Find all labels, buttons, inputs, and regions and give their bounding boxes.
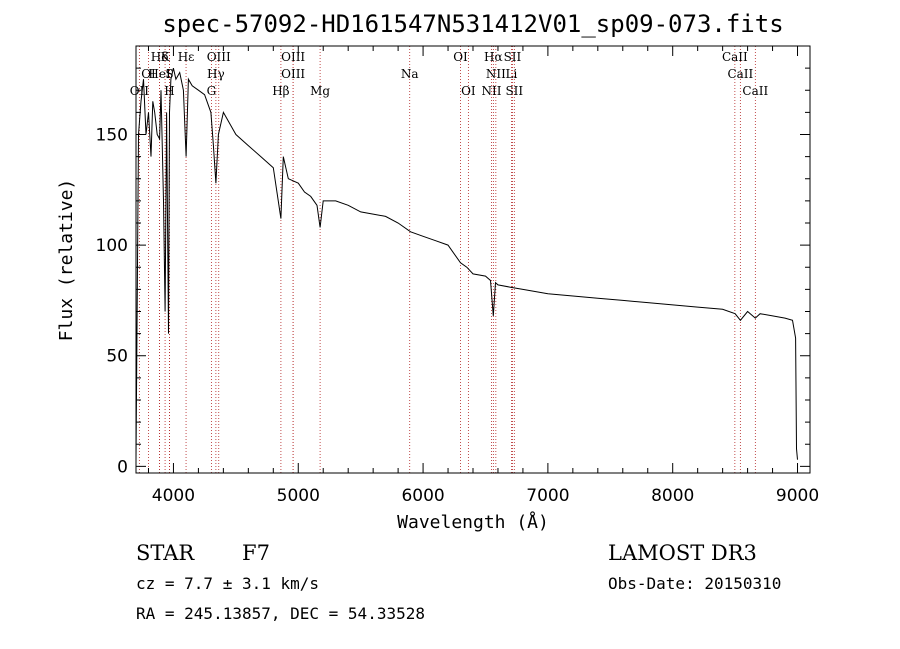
line-label: NII	[486, 67, 506, 81]
line-label: SII	[505, 84, 523, 98]
spectral-subclass: F7	[242, 541, 270, 565]
line-label: Hε	[178, 50, 195, 64]
y-tick-label: 50	[106, 347, 128, 367]
chart-title: spec-57092-HD161547N531412V01_sp09-073.f…	[162, 10, 783, 38]
line-label: OIII	[207, 50, 231, 64]
y-tick-label: 0	[117, 457, 128, 477]
line-label: OIII	[281, 67, 305, 81]
line-label: NII	[481, 84, 501, 98]
line-label: CaII	[722, 50, 748, 64]
line-label: SII	[504, 50, 522, 64]
line-label: OI	[461, 84, 476, 98]
x-tick-label: 7000	[526, 486, 569, 506]
x-tick-label: 4000	[152, 486, 195, 506]
line-label: OI	[141, 67, 156, 81]
line-label: K	[161, 50, 171, 64]
line-label: G	[207, 84, 217, 98]
x-tick-label: 8000	[651, 486, 694, 506]
line-label: CaII	[727, 67, 753, 81]
line-label: Hα	[484, 50, 503, 64]
coordinates-text: RA = 245.13857, DEC = 54.33528	[136, 604, 425, 623]
line-markers	[138, 46, 756, 473]
line-label: Na	[401, 67, 419, 81]
y-tick-label: 100	[96, 236, 128, 256]
line-label: Hβ	[272, 84, 289, 98]
line-label: Hγ	[207, 67, 225, 81]
y-ticks: 0 50 100 150	[96, 67, 810, 477]
line-label: OIII	[281, 50, 305, 64]
line-label: Li	[506, 67, 518, 81]
x-axis-label: Wavelength (Å)	[397, 511, 549, 533]
observation-date: Obs-Date: 20150310	[608, 574, 781, 593]
redshift-text: cz = 7.7 ± 3.1 km/s	[136, 574, 319, 593]
line-label: CaII	[742, 84, 768, 98]
survey-name: LAMOST DR3	[608, 541, 757, 565]
y-tick-label: 150	[96, 125, 128, 145]
line-label: HeI	[148, 67, 171, 81]
line-label: H	[164, 84, 174, 98]
line-label: OII	[130, 84, 150, 98]
spectrum-line	[135, 67, 798, 460]
x-tick-label: 5000	[277, 486, 320, 506]
x-tick-label: 6000	[401, 486, 444, 506]
x-ticks: 4000 5000 6000 7000 8000 9000	[147, 46, 819, 506]
plot-frame	[135, 45, 811, 474]
line-label: Mg	[310, 84, 330, 98]
x-tick-label: 9000	[776, 486, 819, 506]
line-label: S	[165, 67, 173, 81]
line-label: OI	[453, 50, 468, 64]
object-class: STAR	[136, 541, 195, 565]
y-axis-label: Flux (relative)	[56, 179, 77, 342]
line-label: Hδ	[151, 50, 169, 64]
